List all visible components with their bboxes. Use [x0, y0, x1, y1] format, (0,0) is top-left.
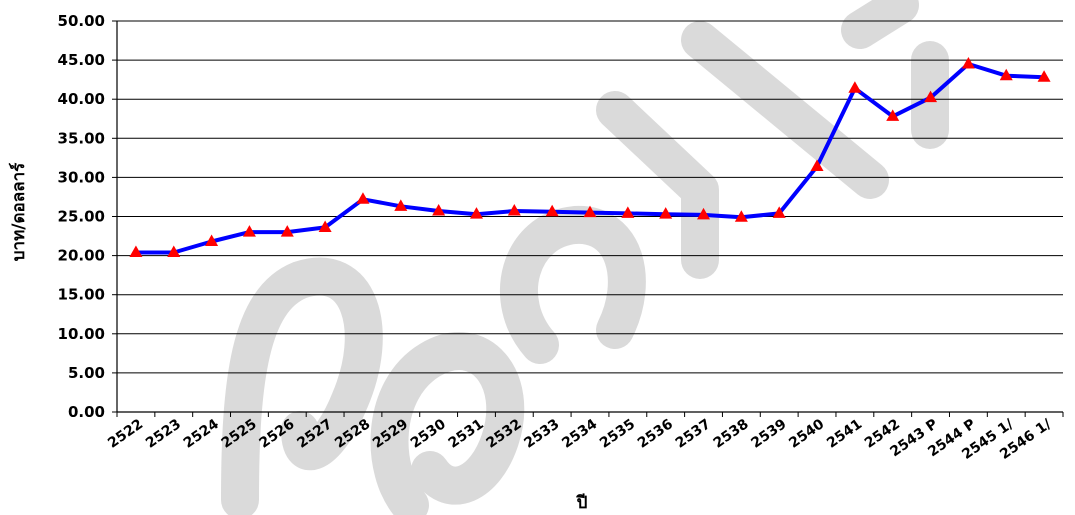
y-tick-label: 30.00 — [58, 168, 105, 186]
data-point-marker — [697, 207, 711, 220]
x-tick-label: 2538 — [711, 416, 752, 451]
data-point-marker — [583, 205, 597, 218]
series-layer — [129, 57, 1051, 257]
data-point-marker — [356, 192, 370, 204]
x-tick-label: 2541 — [824, 416, 865, 451]
y-tick-label: 45.00 — [58, 51, 105, 69]
data-point-marker — [848, 81, 862, 93]
x-tick-label: 2530 — [408, 416, 449, 452]
data-point-marker — [280, 225, 294, 237]
y-tick-label: 40.00 — [58, 90, 105, 108]
x-tick-label: 2536 — [635, 416, 676, 451]
x-tick-label: 2534 — [559, 416, 600, 452]
data-point-marker — [999, 68, 1013, 81]
data-point-marker — [242, 225, 256, 237]
x-tick-label: 2523 — [143, 416, 184, 451]
data-point-marker — [1037, 70, 1051, 82]
data-point-marker — [621, 206, 635, 218]
data-point-marker — [167, 245, 181, 257]
data-point-marker — [961, 57, 975, 69]
y-tick-label: 15.00 — [58, 286, 105, 304]
y-tick-labels: 0.00 5.00 10.00 15.00 20.00 25.00 30.00 35.00 40… — [58, 12, 105, 421]
y-tick-label: 0.00 — [68, 403, 105, 421]
grid-lines — [117, 20, 1063, 374]
x-tick-label: 2533 — [521, 416, 562, 451]
y-tick-label: 10.00 — [58, 325, 105, 343]
x-tick-label: 2537 — [673, 416, 714, 451]
y-tick-label: 50.00 — [58, 12, 105, 30]
y-axis-title: บาท/ดอลลาร์ — [8, 162, 29, 261]
data-point-marker — [545, 204, 559, 217]
data-point-marker — [394, 199, 408, 211]
y-tick-label: 20.00 — [58, 247, 105, 265]
data-point-marker — [205, 234, 219, 247]
data-point-marker — [129, 245, 143, 257]
y-tick-label: 25.00 — [58, 208, 105, 226]
x-tick-label: 2524 — [181, 416, 222, 452]
watermark-graphic — [221, 0, 949, 515]
x-tick-label: 2540 — [786, 416, 827, 452]
data-point-marker — [507, 204, 521, 216]
data-point-marker — [659, 207, 673, 219]
data-point-marker — [886, 109, 900, 121]
data-point-marker — [318, 220, 332, 232]
x-tick-label: 2539 — [748, 416, 789, 451]
x-tick-label: 2535 — [597, 416, 638, 451]
axes — [112, 20, 1064, 417]
y-tick-label: 5.00 — [68, 364, 105, 382]
data-point-marker — [772, 206, 786, 218]
data-point-marker — [469, 207, 483, 219]
x-tick-label: 2522 — [105, 416, 146, 451]
y-tick-label: 35.00 — [58, 129, 105, 147]
x-axis-title: ปี — [576, 492, 588, 513]
data-point-marker — [734, 210, 748, 222]
data-point-marker — [432, 204, 446, 216]
data-point-marker — [810, 159, 824, 171]
data-point-marker — [924, 90, 938, 103]
